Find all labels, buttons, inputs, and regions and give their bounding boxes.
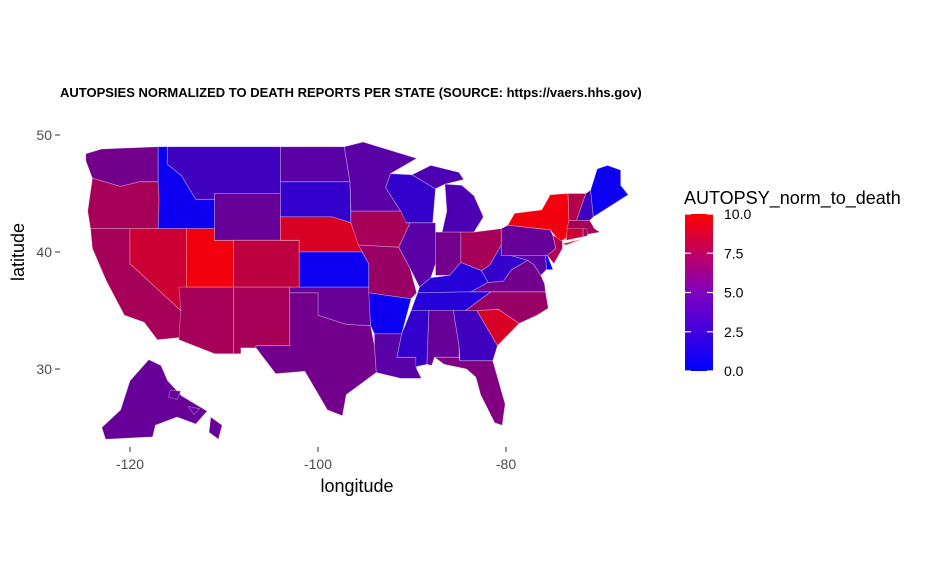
state-hi [208,416,223,440]
legend-title: AUTOPSY_norm_to_death [684,188,901,209]
state-hi [187,405,201,416]
state-nj [546,234,563,265]
color-legend: AUTOPSY_norm_to_death 10.0 7.5 5.0 2.5 0.0 [684,188,901,379]
state-ny [560,238,583,246]
x-tick-label: -120 [116,456,144,472]
map-states [85,141,629,440]
legend-tick-label: 7.5 [724,245,744,261]
state-ct [565,228,584,241]
state-wy [214,193,281,241]
x-axis-title: longitude [320,476,393,496]
x-axis: -120 -100 -80 [116,447,516,472]
state-md [510,255,547,277]
state-fl [433,356,506,426]
y-tick-label: 50 [36,127,52,143]
state-or [87,177,160,229]
legend-tick-label: 10.0 [724,206,751,222]
state-mi [411,164,465,190]
state-nh [575,189,594,221]
y-axis-title: latitude [8,223,28,281]
state-hi [168,389,182,400]
x-tick-label: -80 [496,456,516,472]
legend-tick-label: 0.0 [724,363,744,379]
state-mi [441,183,484,233]
state-ms [396,310,430,368]
state-nm [233,286,291,355]
legend-tick-label: 2.5 [724,324,744,340]
state-az [178,286,234,355]
state-ak [101,359,208,440]
state-me [590,164,629,218]
state-nd [280,146,351,183]
y-tick-label: 40 [36,244,52,260]
y-axis: 30 40 50 [36,127,60,377]
x-tick-label: -100 [304,456,332,472]
state-mo [357,244,418,300]
legend-tick-label: 5.0 [724,285,744,301]
state-co [233,239,300,288]
state-ri [582,228,589,238]
chart-title: AUTOPSIES NORMALIZED TO DEATH REPORTS PE… [60,85,642,100]
y-tick-label: 30 [36,361,52,377]
state-ks [298,251,370,288]
